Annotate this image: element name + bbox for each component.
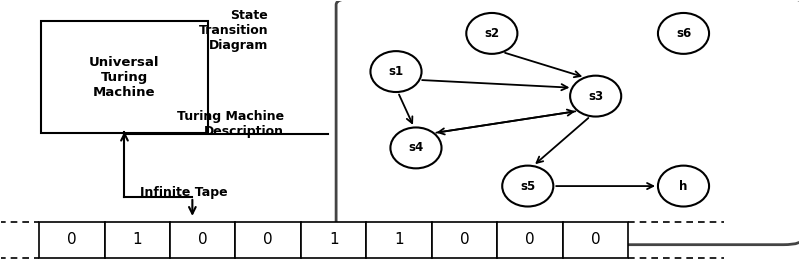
Ellipse shape	[658, 165, 709, 207]
Text: State
Transition
Diagram: State Transition Diagram	[198, 9, 268, 52]
Text: 0: 0	[198, 232, 207, 247]
Bar	[301, 221, 366, 258]
Text: s3: s3	[588, 90, 603, 102]
Bar	[498, 221, 563, 258]
Text: Turing Machine
Description: Turing Machine Description	[177, 110, 284, 138]
Text: 1: 1	[329, 232, 338, 247]
Text: s4: s4	[408, 141, 423, 155]
Ellipse shape	[466, 13, 518, 54]
Bar	[39, 221, 105, 258]
Ellipse shape	[502, 165, 554, 207]
Text: s5: s5	[520, 179, 535, 193]
Text: 0: 0	[460, 232, 470, 247]
FancyBboxPatch shape	[41, 21, 208, 133]
Ellipse shape	[390, 127, 442, 168]
Ellipse shape	[658, 13, 709, 54]
Text: s6: s6	[676, 27, 691, 40]
Text: 0: 0	[591, 232, 601, 247]
Text: 0: 0	[67, 232, 77, 247]
Text: 0: 0	[263, 232, 273, 247]
Text: h: h	[679, 179, 688, 193]
Bar	[366, 221, 432, 258]
Bar	[432, 221, 498, 258]
Bar	[170, 221, 235, 258]
Text: s2: s2	[484, 27, 499, 40]
Bar	[235, 221, 301, 258]
Text: 1: 1	[394, 232, 404, 247]
Ellipse shape	[370, 51, 422, 92]
Text: 1: 1	[133, 232, 142, 247]
Bar	[105, 221, 170, 258]
Text: Infinite Tape: Infinite Tape	[141, 186, 228, 199]
Bar	[563, 221, 629, 258]
Ellipse shape	[570, 76, 622, 116]
FancyBboxPatch shape	[336, 0, 800, 245]
Text: Universal
Turing
Machine: Universal Turing Machine	[90, 56, 160, 99]
Text: s1: s1	[389, 65, 403, 78]
Text: 0: 0	[526, 232, 535, 247]
